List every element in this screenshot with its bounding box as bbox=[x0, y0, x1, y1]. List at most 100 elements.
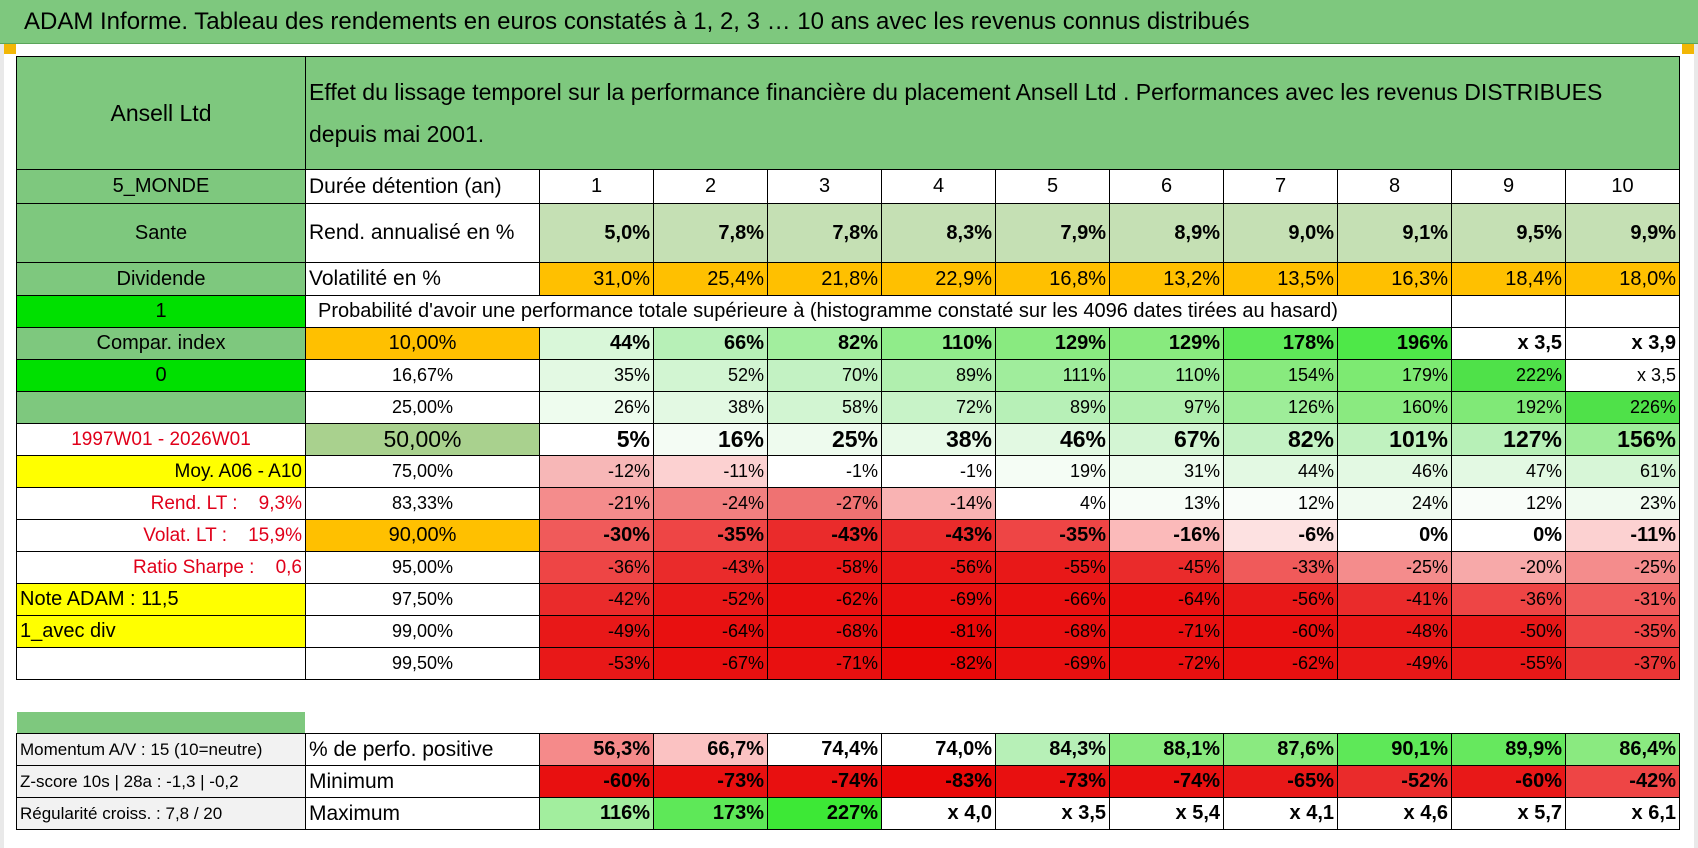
proba-cell: 129% bbox=[1109, 327, 1224, 360]
proba-row: Note ADAM : 11,5 97,50% -42% -52% -62% -69%… bbox=[16, 583, 1680, 616]
proba-cell: 82% bbox=[1223, 423, 1338, 456]
zscore-label: Z-score 10s | 28a : -1,3 | -0,2 bbox=[16, 765, 306, 798]
vol-cell: 22,9% bbox=[881, 262, 996, 296]
proba-cell: -49% bbox=[1337, 647, 1452, 680]
proba-cell: -27% bbox=[767, 487, 882, 520]
flag-one-cell[interactable]: 1 bbox=[16, 295, 306, 328]
proba-cell: 89% bbox=[881, 359, 996, 392]
positive-cell: 84,3% bbox=[995, 733, 1110, 766]
proba-cell: -49% bbox=[539, 615, 654, 648]
proba-cell: 52% bbox=[653, 359, 768, 392]
positive-cell: 74,4% bbox=[767, 733, 882, 766]
minimum-cell: -74% bbox=[1109, 765, 1224, 798]
proba-cell: 35% bbox=[539, 359, 654, 392]
proba-cell: -69% bbox=[995, 647, 1110, 680]
year-header: 8 bbox=[1337, 169, 1452, 204]
proba-cell: 19% bbox=[995, 455, 1110, 488]
proba-cell: -64% bbox=[1109, 583, 1224, 616]
proba-cell: -12% bbox=[539, 455, 654, 488]
year-header: 9 bbox=[1451, 169, 1566, 204]
vol-row: Dividende Volatilité en % 31,0% 25,4% 21… bbox=[16, 262, 1680, 296]
proba-cell: -67% bbox=[653, 647, 768, 680]
year-header: 1 bbox=[539, 169, 654, 204]
proba-empty-cell bbox=[1565, 295, 1680, 328]
proba-threshold: 10,00% bbox=[305, 327, 540, 360]
proba-cell: -71% bbox=[767, 647, 882, 680]
positive-cell: 88,1% bbox=[1109, 733, 1224, 766]
proba-cell: 70% bbox=[767, 359, 882, 392]
minimum-label: Minimum bbox=[305, 765, 540, 798]
proba-cell: 156% bbox=[1565, 423, 1680, 456]
proba-cell: x 3,5 bbox=[1451, 327, 1566, 360]
year-header: 3 bbox=[767, 169, 882, 204]
rend-cell: 9,1% bbox=[1337, 203, 1452, 263]
separator-bar bbox=[17, 712, 305, 733]
proba-cell: -43% bbox=[881, 519, 996, 552]
flag-zero-cell[interactable]: 0 bbox=[16, 359, 306, 392]
proba-cell: -36% bbox=[539, 551, 654, 584]
minimum-cell: -83% bbox=[881, 765, 996, 798]
proba-cell: -43% bbox=[767, 519, 882, 552]
proba-cell: 38% bbox=[653, 391, 768, 424]
empty-cell bbox=[16, 647, 306, 680]
proba-cell: 0% bbox=[1451, 519, 1566, 552]
proba-threshold: 95,00% bbox=[305, 551, 540, 584]
minimum-cell: -73% bbox=[653, 765, 768, 798]
proba-cell: 222% bbox=[1451, 359, 1566, 392]
proba-row: 0 16,67% 35% 52% 70% 89% 111% 110% 154% 179% 222… bbox=[16, 359, 1680, 392]
rend-cell: 9,5% bbox=[1451, 203, 1566, 263]
duration-label: Durée détention (an) bbox=[305, 169, 540, 204]
maximum-label: Maximum bbox=[305, 797, 540, 830]
volat-lt-label: Volat. LT : 15,9% bbox=[16, 519, 306, 552]
proba-row: Compar. index 10,00% 44% 66% 82% 110% 129% 12… bbox=[16, 327, 1680, 360]
proba-cell: 38% bbox=[881, 423, 996, 456]
proba-row: 1_avec div 99,00% -49% -64% -68% -81% -68% -7… bbox=[16, 615, 1680, 648]
proba-cell: 101% bbox=[1337, 423, 1452, 456]
proba-cell: 46% bbox=[1337, 455, 1452, 488]
proba-cell: -6% bbox=[1223, 519, 1338, 552]
proba-cell: -45% bbox=[1109, 551, 1224, 584]
sharpe-label: Ratio Sharpe : 0,6 bbox=[16, 551, 306, 584]
proba-cell: -21% bbox=[539, 487, 654, 520]
maximum-cell: x 5,4 bbox=[1109, 797, 1224, 830]
sheet-frame bbox=[0, 44, 1698, 848]
proba-cell: -69% bbox=[881, 583, 996, 616]
minimum-row: Z-score 10s | 28a : -1,3 | -0,2 Minimum … bbox=[16, 765, 1680, 798]
proba-cell: -56% bbox=[1223, 583, 1338, 616]
maximum-cell: 227% bbox=[767, 797, 882, 830]
proba-cell: -68% bbox=[995, 615, 1110, 648]
table-description: Effet du lissage temporel sur la perform… bbox=[305, 56, 1680, 170]
year-header: 7 bbox=[1223, 169, 1338, 204]
proba-cell: 47% bbox=[1451, 455, 1566, 488]
rend-label: Rend. annualisé en % bbox=[305, 203, 540, 263]
positive-cell: 56,3% bbox=[539, 733, 654, 766]
proba-cell: 179% bbox=[1337, 359, 1452, 392]
proba-cell: 154% bbox=[1223, 359, 1338, 392]
proba-cell: -30% bbox=[539, 519, 654, 552]
proba-cell: 16% bbox=[653, 423, 768, 456]
proba-cell: -66% bbox=[995, 583, 1110, 616]
maximum-cell: 173% bbox=[653, 797, 768, 830]
proba-cell: -11% bbox=[1565, 519, 1680, 552]
proba-cell: -43% bbox=[653, 551, 768, 584]
positive-row: Momentum A/V : 15 (10=neutre) % de perfo… bbox=[16, 733, 1680, 766]
proba-cell: 31% bbox=[1109, 455, 1224, 488]
proba-cell: 192% bbox=[1451, 391, 1566, 424]
positive-cell: 90,1% bbox=[1337, 733, 1452, 766]
proba-cell: -55% bbox=[1451, 647, 1566, 680]
positive-cell: 74,0% bbox=[881, 733, 996, 766]
proba-cell: 110% bbox=[881, 327, 996, 360]
proba-cell: x 3,9 bbox=[1565, 327, 1680, 360]
proba-cell: -64% bbox=[653, 615, 768, 648]
proba-cell: -35% bbox=[653, 519, 768, 552]
proba-cell: -36% bbox=[1451, 583, 1566, 616]
proba-cell: 67% bbox=[1109, 423, 1224, 456]
compar-index-label: Compar. index bbox=[16, 327, 306, 360]
proba-cell: -11% bbox=[653, 455, 768, 488]
proba-row: 99,50% -53% -67% -71% -82% -69% -72% -62% -49% -… bbox=[16, 647, 1680, 680]
positive-cell: 86,4% bbox=[1565, 733, 1680, 766]
vol-cell: 18,4% bbox=[1451, 262, 1566, 296]
performance-table: Ansell Ltd Effet du lissage temporel sur… bbox=[16, 56, 1680, 680]
maximum-cell: x 3,5 bbox=[995, 797, 1110, 830]
proba-cell: 66% bbox=[653, 327, 768, 360]
